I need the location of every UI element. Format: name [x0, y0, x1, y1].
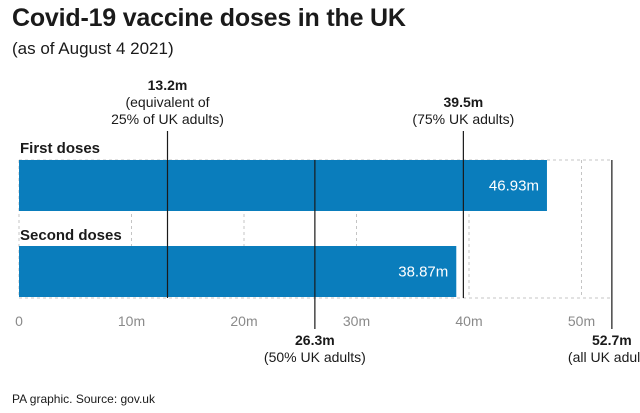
reference-note: (equivalent of: [125, 94, 209, 110]
bar: [19, 246, 457, 297]
chart-title: Covid-19 vaccine doses in the UK: [12, 4, 406, 32]
bar: [19, 160, 547, 211]
reference-note: (75% UK adults): [412, 111, 514, 127]
reference-value-label: 52.7m: [592, 332, 632, 348]
x-tick-label: 30m: [343, 313, 370, 329]
reference-note: (50% UK adults): [264, 349, 366, 365]
x-tick-label: 10m: [118, 313, 145, 329]
bar-value-label: 46.93m: [489, 178, 539, 195]
source-note: PA graphic. Source: gov.uk: [12, 392, 155, 406]
category-label: First doses: [20, 140, 100, 157]
category-label: Second doses: [20, 227, 122, 244]
reference-value-label: 26.3m: [295, 332, 335, 348]
x-tick-label: 20m: [230, 313, 257, 329]
bar-value-label: 38.87m: [398, 264, 448, 281]
reference-value-label: 13.2m: [148, 77, 188, 93]
reference-note: 25% of UK adults): [111, 111, 224, 127]
x-tick-label: 50m: [568, 313, 595, 329]
x-tick-label: 40m: [455, 313, 482, 329]
chart-subtitle: (as of August 4 2021): [12, 39, 174, 58]
reference-note: (all UK adults): [568, 349, 640, 365]
reference-value-label: 39.5m: [444, 94, 484, 110]
x-tick-label: 0: [15, 313, 23, 329]
